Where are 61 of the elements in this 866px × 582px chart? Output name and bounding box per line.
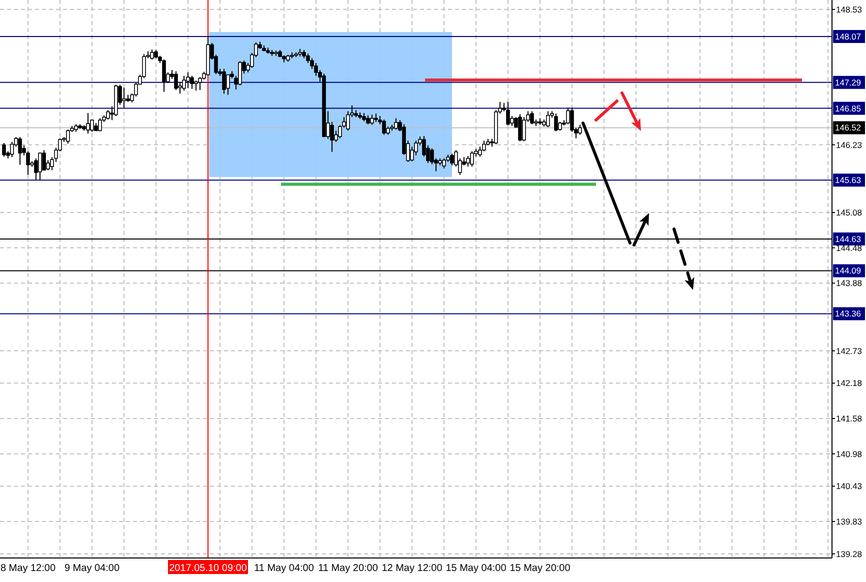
y-tick-label: 142.18 — [836, 378, 862, 388]
y-tick-label: 140.43 — [836, 481, 862, 492]
x-tick-label: 9 May 04:00 — [64, 563, 120, 574]
candlestick — [2, 142, 6, 158]
x-tick-label: 12 May 12:00 — [382, 563, 443, 574]
candlestick — [150, 48, 154, 60]
candlestick — [382, 118, 386, 136]
y-tick-label: 142.73 — [836, 346, 862, 356]
candlestick — [518, 114, 522, 142]
y-tick-label: 141.58 — [836, 413, 862, 424]
y-tick-label: 139.83 — [836, 516, 862, 526]
candlestick — [194, 80, 198, 92]
y-tick-label: 144.48 — [836, 242, 862, 253]
ref-line-label: 143.36 — [835, 308, 862, 319]
ref-line-label: 148.07 — [835, 31, 862, 42]
candlestick — [98, 118, 102, 132]
candlestick — [66, 128, 70, 144]
ref-line-label: 146.52 — [835, 122, 862, 133]
candlestick — [182, 75, 186, 92]
candlestick — [442, 158, 446, 169]
candlestick — [506, 101, 510, 126]
candlestick — [106, 110, 110, 120]
y-tick-label: 145.08 — [836, 207, 862, 218]
candlestick — [578, 124, 582, 136]
y-tick-label: 143.88 — [836, 278, 862, 288]
candlestick — [222, 68, 226, 94]
candlestick — [466, 155, 470, 168]
candlestick — [554, 113, 558, 132]
candlestick — [122, 87, 126, 108]
candlestick — [546, 110, 550, 128]
y-tick-label: 146.23 — [836, 140, 862, 150]
candlestick — [238, 60, 242, 86]
ref-line-label: 145.63 — [835, 175, 862, 186]
candlestick — [174, 70, 178, 91]
y-tick-label: 148.53 — [836, 4, 862, 14]
x-tick-label: 8 May 12:00 — [0, 563, 56, 574]
ref-line-label: 144.09 — [835, 266, 862, 276]
y-tick-label: 139.28 — [836, 548, 862, 559]
candlestick — [394, 118, 398, 130]
x-tick-label: 2017.05.10 09:00 — [169, 563, 248, 574]
x-tick-label: 15 May 20:00 — [510, 563, 571, 574]
candlestick — [226, 74, 230, 96]
ref-line-label: 144.63 — [835, 234, 862, 244]
candlestick — [186, 72, 190, 89]
candlestick — [42, 150, 46, 171]
candlestick — [370, 114, 374, 126]
candlestick — [86, 112, 90, 134]
candlestick — [530, 110, 534, 125]
x-tick-label: 11 May 04:00 — [254, 563, 314, 574]
candlestick — [18, 136, 22, 166]
x-tick-label: 15 May 04:00 — [446, 563, 507, 574]
candlestick — [10, 141, 14, 158]
y-tick-label: 140.98 — [836, 448, 862, 459]
candlestick — [450, 153, 454, 166]
ref-line-label: 147.29 — [835, 77, 862, 88]
candlestick — [38, 152, 42, 181]
candlestick — [190, 75, 194, 90]
x-tick-label: 11 May 20:00 — [318, 563, 378, 574]
candlestick — [470, 150, 474, 168]
candlestick — [162, 58, 166, 92]
ref-line-label: 146.85 — [835, 103, 862, 114]
